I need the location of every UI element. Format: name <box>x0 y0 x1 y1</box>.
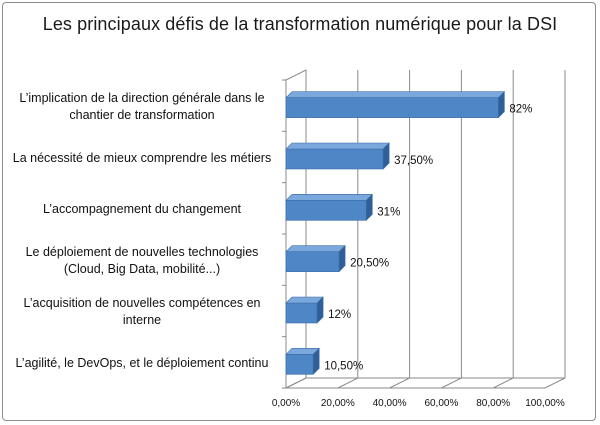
bar-front <box>285 148 384 170</box>
category-label: L’acquisition de nouvelles compétences e… <box>23 296 261 327</box>
chart-title: Les principaux défis de la transformatio… <box>42 14 558 34</box>
bar-side <box>498 90 505 119</box>
bar-top <box>285 142 390 150</box>
bar-front <box>285 200 367 221</box>
floor-gridline <box>492 377 514 389</box>
x-tick-label: 0,00% <box>272 398 300 409</box>
bar-side <box>338 244 346 273</box>
x-tick-label: 60,00% <box>424 398 458 409</box>
data-label: 10,50% <box>324 360 363 372</box>
bar-side <box>316 296 324 324</box>
x-tick-label: 80,00% <box>476 398 510 409</box>
data-label: 12% <box>328 309 351 321</box>
category-label: L’agilité, le DevOps, et le déploiement … <box>15 355 269 370</box>
bar <box>285 193 374 222</box>
x-tick-label: 100,00% <box>525 398 565 409</box>
x-tick-label: 40,00% <box>373 398 407 409</box>
bar-side <box>382 142 390 170</box>
bar-front <box>285 97 499 118</box>
category-label: La nécessité de mieux comprendre les mét… <box>12 150 272 165</box>
data-label: 82% <box>509 104 532 116</box>
bar-front <box>285 251 340 272</box>
floor-gridline <box>544 377 566 389</box>
floor-gridline <box>337 377 359 389</box>
category-label: L’implication de la direction générale d… <box>19 90 265 122</box>
bar-top <box>285 245 346 252</box>
bar-side <box>365 193 373 222</box>
x-tick-label: 20,00% <box>321 398 355 409</box>
data-label: 37,50% <box>394 155 433 167</box>
category-label: Le déploiement de nouvelles technologies… <box>25 244 259 276</box>
data-label: 20,50% <box>350 258 389 270</box>
bar <box>285 142 390 170</box>
bar-front <box>285 354 314 375</box>
bar <box>285 296 324 324</box>
bar <box>285 244 346 273</box>
data-label: 31% <box>377 206 400 218</box>
bar-top <box>285 194 374 201</box>
bar-top <box>285 91 506 98</box>
bar-top <box>285 296 324 304</box>
floor-gridline <box>389 377 410 389</box>
bar <box>285 347 320 376</box>
category-label: L’accompagnement du changement <box>42 201 242 216</box>
bar-front <box>285 302 318 324</box>
bar <box>285 90 506 119</box>
floor-gridline <box>441 377 462 389</box>
bar-side <box>312 347 320 376</box>
